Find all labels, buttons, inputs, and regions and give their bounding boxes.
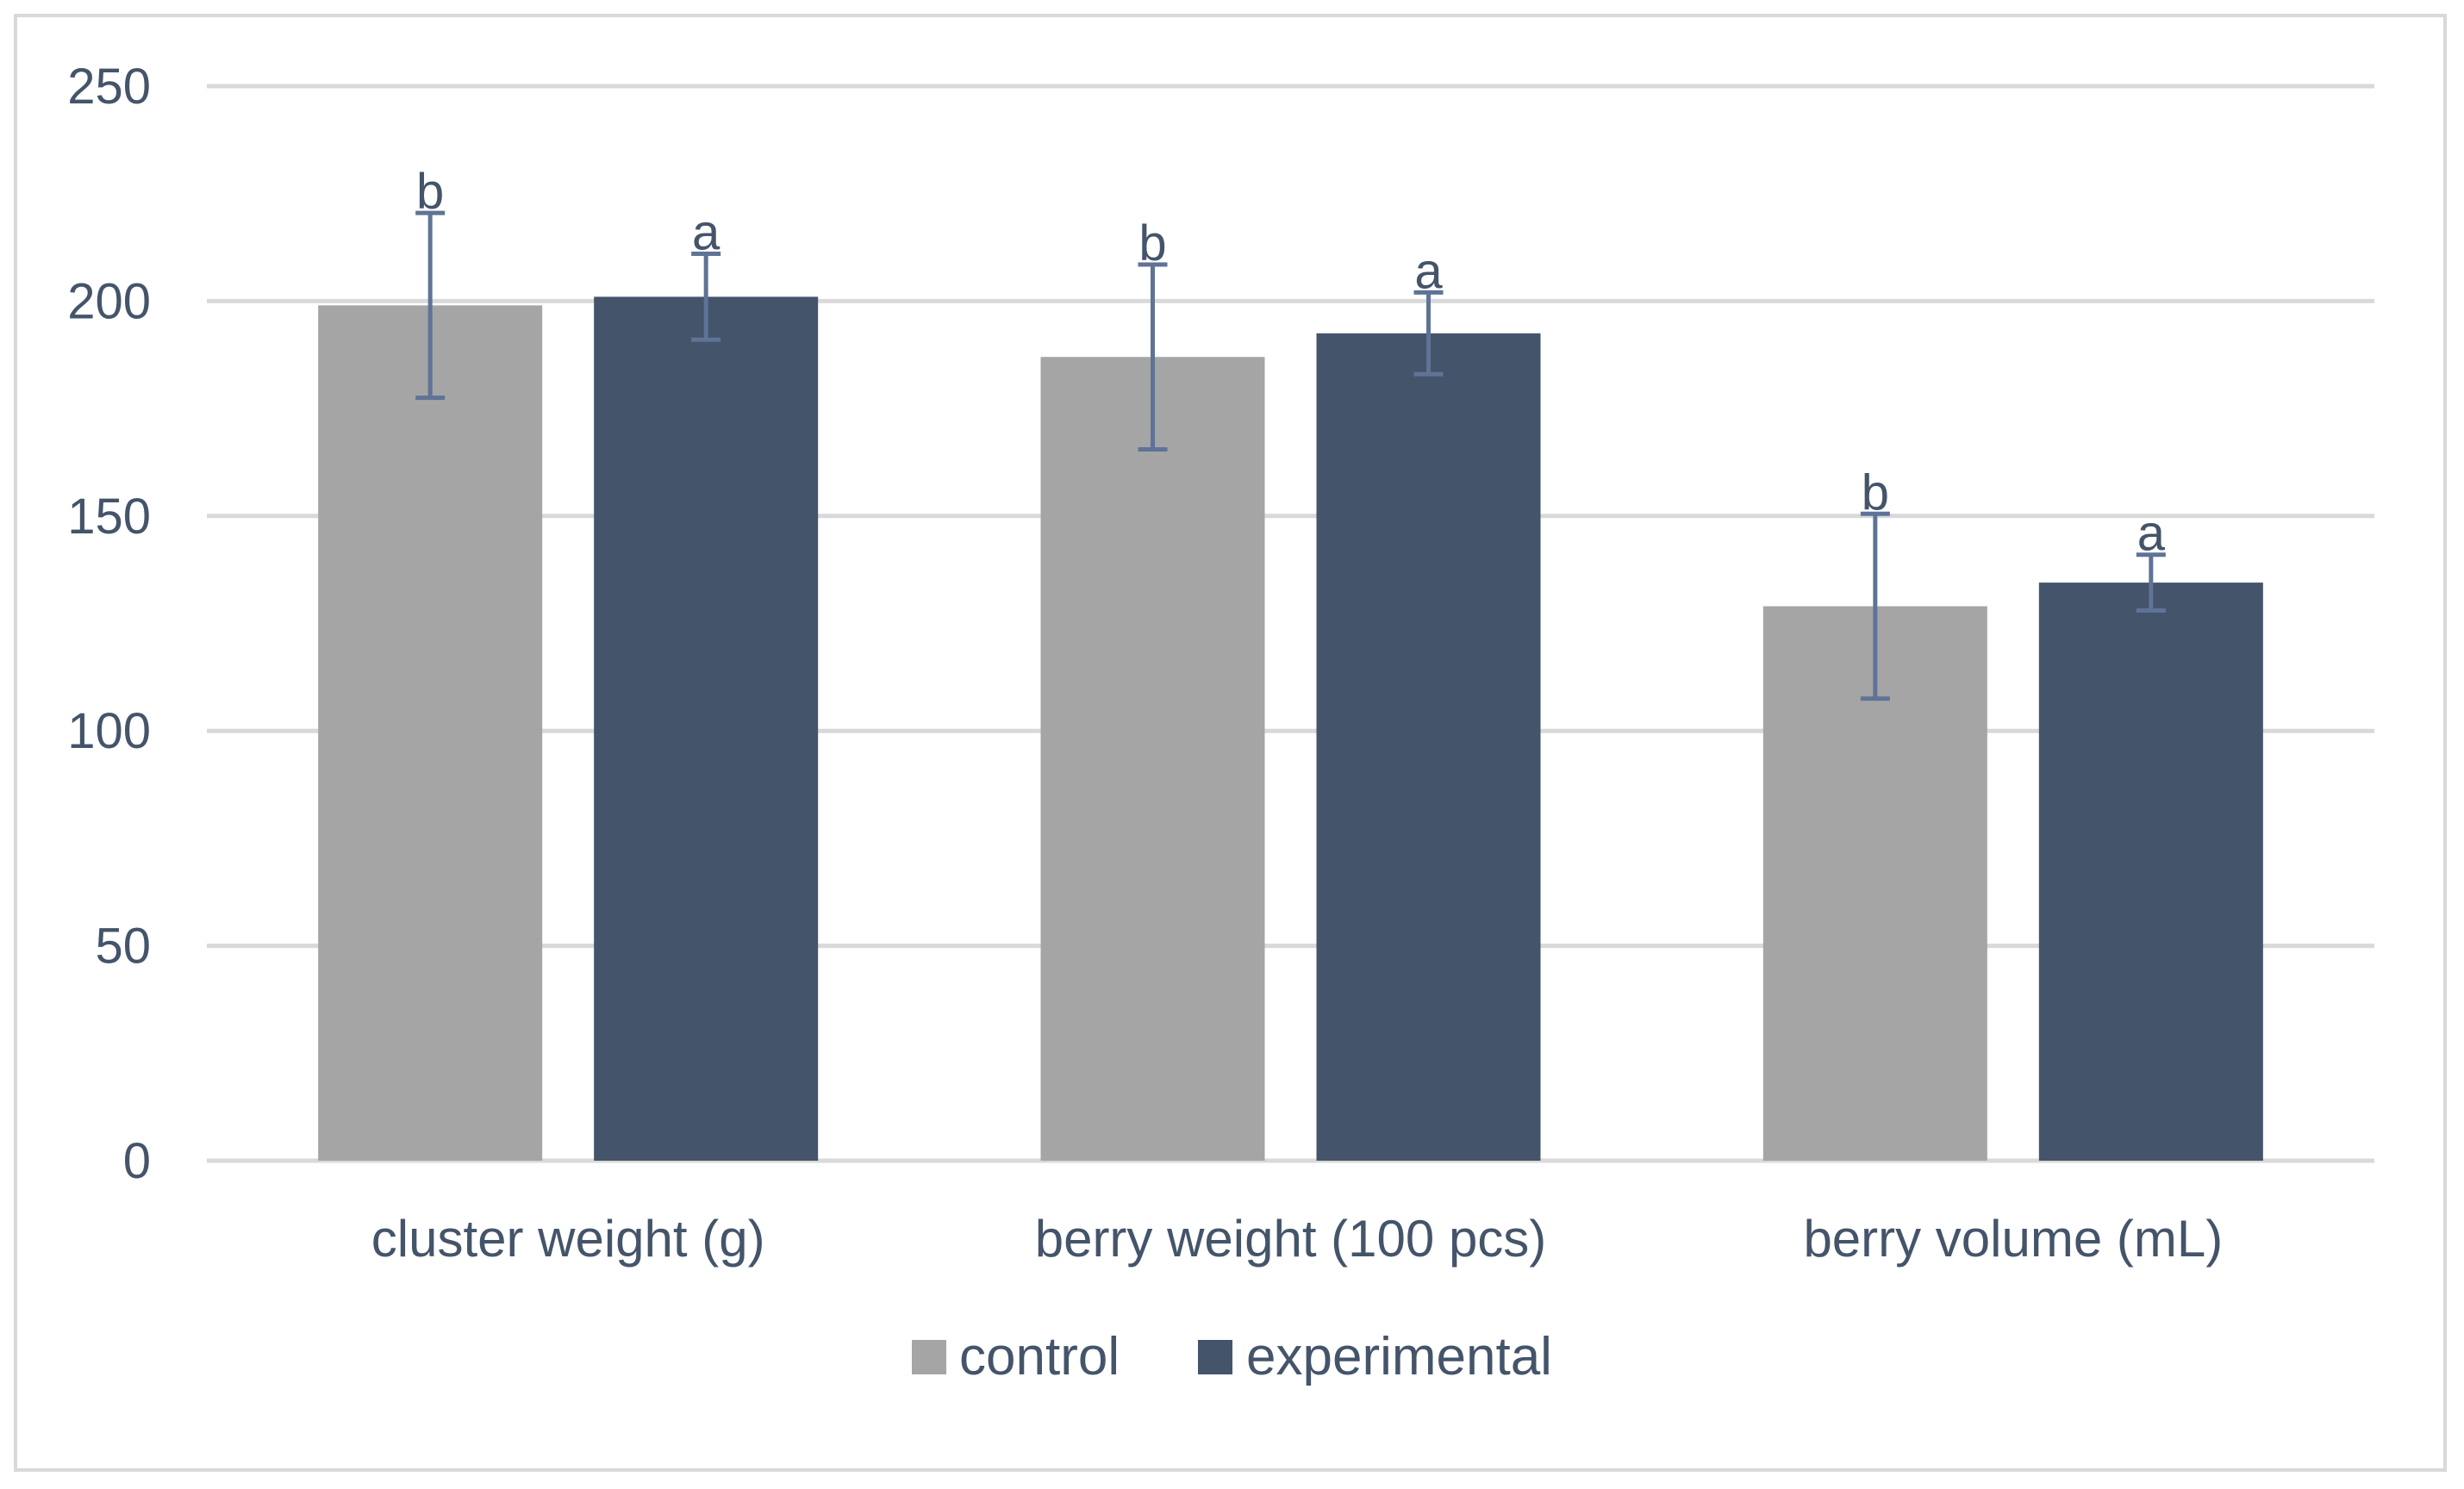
gridlines xyxy=(207,84,2374,1163)
bar-experimental-0 xyxy=(594,296,819,1161)
legend-label-experimental: experimental xyxy=(1246,1327,1552,1386)
legend-swatch-experimental xyxy=(1198,1340,1232,1374)
legend-label-control: control xyxy=(959,1327,1120,1386)
significance-letter: a xyxy=(2137,506,2166,562)
error-bars xyxy=(415,210,2166,701)
significance-letter: b xyxy=(1138,215,1166,271)
y-tick-labels: 0 50 100 150 200 250 xyxy=(67,59,151,1189)
bar-control-1 xyxy=(1040,357,1265,1161)
significance-letters: b a b a b a xyxy=(416,164,2166,562)
x-category-labels: cluster weight (g) berry weight (100 pcs)… xyxy=(371,1210,2223,1268)
y-tick-label: 50 xyxy=(95,919,151,975)
y-tick-label: 100 xyxy=(67,703,151,759)
y-tick-label: 200 xyxy=(67,273,151,329)
significance-letter: a xyxy=(692,205,720,261)
x-category-label: berry weight (100 pcs) xyxy=(1035,1210,1547,1268)
legend: control experimental xyxy=(912,1327,1552,1386)
legend-swatch-control xyxy=(912,1340,946,1374)
y-tick-label: 0 xyxy=(123,1133,151,1189)
y-tick-label: 150 xyxy=(67,489,151,545)
significance-letter: b xyxy=(416,164,444,220)
bars xyxy=(318,296,2263,1161)
x-category-label: cluster weight (g) xyxy=(371,1210,765,1268)
bar-control-0 xyxy=(318,305,543,1161)
x-category-label: berry volume (mL) xyxy=(1803,1210,2223,1268)
significance-letter: a xyxy=(1414,243,1443,299)
y-tick-label: 250 xyxy=(67,59,151,115)
significance-letter: b xyxy=(1862,464,1889,520)
bar-experimental-2 xyxy=(2038,583,2263,1161)
bar-experimental-1 xyxy=(1316,333,1541,1161)
